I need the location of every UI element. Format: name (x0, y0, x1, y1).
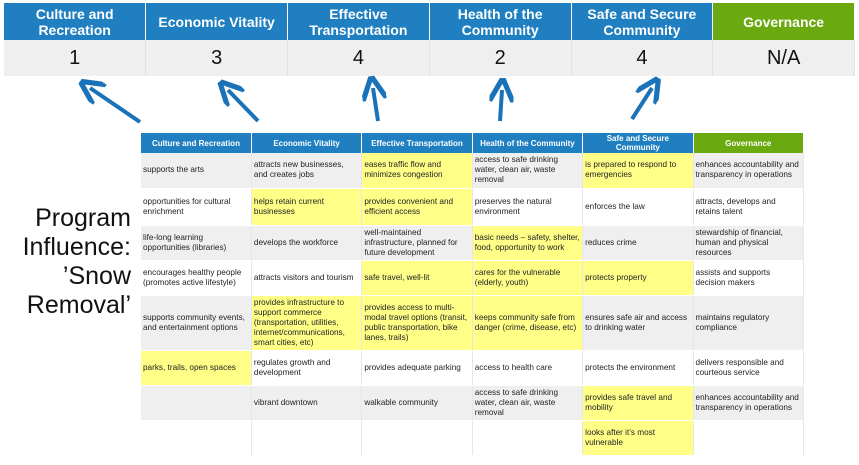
arrow-icon (500, 90, 502, 122)
matrix-cell: attracts, develops and retains talent (693, 188, 805, 226)
matrix-cell: provides infrastructure to support comme… (251, 295, 363, 351)
score-value: 2 (429, 40, 572, 76)
matrix-cell: access to safe drinking water, clean air… (472, 153, 584, 189)
matrix-cell (693, 420, 805, 456)
matrix-cell: enhances accountability and transparency… (693, 153, 805, 189)
matrix-cell: stewardship of financial, human and phys… (693, 225, 805, 261)
arrow-icon (90, 88, 142, 124)
matrix-header: Health of the Community (472, 133, 584, 153)
matrix-cell: cares for the vulnerable (elderly, youth… (472, 260, 584, 296)
matrix-cell: protects the environment (582, 350, 694, 386)
matrix-cell: keeps community safe from danger (crime,… (472, 295, 584, 351)
program-label: Program Influence: ’Snow Removal’ (22, 204, 131, 319)
matrix-cell: delivers responsible and courteous servi… (693, 350, 805, 386)
matrix-cell: enforces the law (582, 188, 694, 226)
matrix-cell: provides adequate parking (361, 350, 473, 386)
matrix-cell: well-maintained infrastructure, planned … (361, 225, 473, 261)
matrix-cell: ensures safe air and access to drinking … (582, 295, 694, 351)
matrix-header: Economic Vitality (251, 133, 363, 153)
arrows (0, 0, 859, 124)
score-value: 4 (571, 40, 714, 76)
matrix-cell: protects property (582, 260, 694, 296)
matrix-row: opportunities for cultural enrichment hel… (141, 188, 805, 226)
influence-matrix: Culture and Recreation Economic Vitality E… (141, 133, 805, 456)
matrix-cell: access to health care (472, 350, 584, 386)
matrix-cell: parks, trails, open spaces (141, 350, 252, 386)
matrix-cell: attracts visitors and tourism (251, 260, 363, 296)
matrix-cell: develops the workforce (251, 225, 363, 261)
score-header: Economic Vitality (145, 3, 288, 40)
matrix-cell: access to safe drinking water, clean air… (472, 385, 584, 421)
matrix-cell: assists and supports decision makers (693, 260, 805, 296)
matrix-cell: attracts new businesses, and creates job… (251, 153, 363, 189)
matrix-cell: walkable community (361, 385, 473, 421)
matrix-cell: encourages healthy people (promotes acti… (141, 260, 252, 296)
matrix-cell: vibrant downtown (251, 385, 363, 421)
matrix-cell: eases traffic flow and minimizes congest… (361, 153, 473, 189)
score-header: Culture and Recreation (4, 3, 147, 40)
matrix-cell: provides safe travel and mobility (582, 385, 694, 421)
matrix-cell: maintains regulatory compliance (693, 295, 805, 351)
matrix-cell: reduces crime (582, 225, 694, 261)
score-header: Effective Transportation (287, 3, 430, 40)
score-value: 3 (145, 40, 288, 76)
matrix-row: looks after it’s most vulnerable (141, 420, 805, 456)
arrow-icon (630, 88, 652, 121)
arrow-icon (228, 90, 260, 123)
matrix-cell (251, 420, 363, 456)
matrix-cell: enhances accountability and transparency… (693, 385, 805, 421)
matrix-cell: safe travel, well-lit (361, 260, 473, 296)
matrix-cell: preserves the natural environment (472, 188, 584, 226)
matrix-cell: supports the arts (141, 153, 252, 189)
matrix-row: life-long learning opportunities (librar… (141, 225, 805, 261)
matrix-row: encourages healthy people (promotes acti… (141, 260, 805, 296)
matrix-header: Governance (693, 133, 805, 153)
matrix-cell: looks after it’s most vulnerable (582, 420, 694, 456)
matrix-cell: provides access to multi-modal travel op… (361, 295, 473, 351)
matrix-row: supports community events, and entertain… (141, 295, 805, 351)
matrix-row: parks, trails, open spaces regulates grow… (141, 350, 805, 386)
score-header: Health of the Community (429, 3, 572, 40)
matrix-cell (361, 420, 473, 456)
matrix-cell: life-long learning opportunities (librar… (141, 225, 252, 261)
matrix-cell: regulates growth and development (251, 350, 363, 386)
score-table: Culture and Recreation Economic Vitality… (4, 3, 855, 76)
matrix-cell (141, 420, 252, 456)
matrix-cell: is prepared to respond to emergencies (582, 153, 694, 189)
matrix-cell (141, 385, 252, 421)
score-value: 4 (287, 40, 430, 76)
score-header: Safe and Secure Community (571, 3, 714, 40)
matrix-cell: provides convenient and efficient access (361, 188, 473, 226)
matrix-row: vibrant downtown walkable community access… (141, 385, 805, 421)
matrix-cell (472, 420, 584, 456)
matrix-cell: basic needs – safety, shelter, food, opp… (472, 225, 584, 261)
matrix-header: Culture and Recreation (141, 133, 252, 153)
matrix-row: supports the arts attracts new businesses… (141, 153, 805, 189)
matrix-header: Safe and Secure Community (582, 133, 694, 153)
matrix-cell: opportunities for cultural enrichment (141, 188, 252, 226)
score-header: Governance (712, 3, 855, 40)
score-value: 1 (4, 40, 147, 76)
matrix-header: Effective Transportation (361, 133, 473, 153)
score-value: N/A (712, 40, 855, 76)
matrix-cell: helps retain current businesses (251, 188, 363, 226)
matrix-cell: supports community events, and entertain… (141, 295, 252, 351)
arrow-icon (373, 88, 378, 122)
